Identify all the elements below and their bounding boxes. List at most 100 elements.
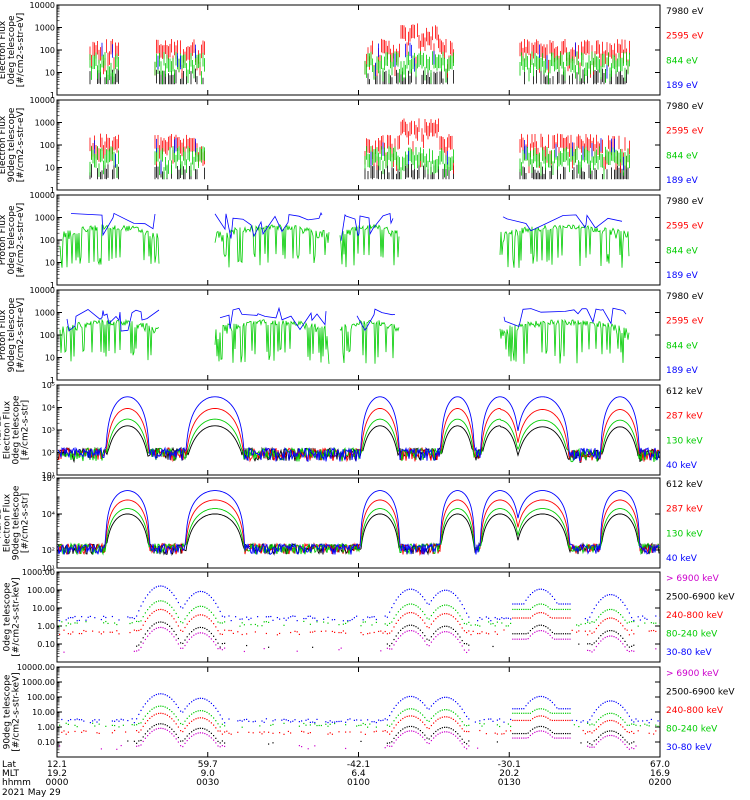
- flux-point: [250, 623, 252, 626]
- flux-point: [457, 703, 459, 705]
- flux-point: [516, 603, 518, 605]
- flux-point: [360, 719, 362, 721]
- flux-point: [547, 732, 549, 734]
- flux-point: [604, 713, 606, 716]
- flux-point: [595, 709, 597, 711]
- flux-point: [224, 722, 226, 724]
- flux-point: [639, 725, 641, 727]
- flux-point: [393, 626, 395, 628]
- flux-point: [195, 633, 197, 635]
- flux-point: [199, 710, 201, 712]
- flux-point: [127, 616, 129, 618]
- flux-point: [606, 609, 608, 611]
- flux-point: [538, 708, 540, 710]
- flux-point: [221, 649, 223, 651]
- flux-point: [430, 641, 432, 643]
- flux-point: [430, 705, 432, 707]
- flux-point: [224, 642, 226, 644]
- flux-point: [65, 722, 67, 724]
- flux-point: [320, 724, 322, 727]
- flux-point: [283, 624, 285, 626]
- flux-point: [166, 729, 168, 731]
- flux-point: [186, 735, 188, 737]
- flux-point: [620, 734, 622, 736]
- flux-point: [133, 650, 135, 652]
- flux-point: [598, 706, 600, 708]
- flux-point: [182, 622, 184, 624]
- x-row-label: Lat: [2, 760, 17, 770]
- flux-point: [257, 625, 259, 627]
- flux-point: [177, 625, 179, 627]
- flux-point: [461, 728, 463, 730]
- flux-point: [105, 725, 107, 727]
- flux-point: [160, 727, 162, 729]
- flux-point: [334, 722, 336, 725]
- flux-point: [437, 607, 439, 609]
- x-tick-label-hhmm: 0130: [498, 778, 521, 788]
- flux-point: [140, 739, 142, 742]
- flux-point: [633, 633, 635, 635]
- flux-point: [426, 742, 428, 744]
- flux-point: [450, 627, 452, 629]
- flux-point: [204, 717, 206, 720]
- flux-point: [380, 720, 382, 722]
- flux-point: [562, 719, 564, 722]
- flux-point: [558, 638, 560, 640]
- flux-point: [461, 627, 463, 629]
- flux-point: [560, 737, 562, 739]
- flux-point: [459, 636, 461, 638]
- flux-point: [426, 707, 428, 709]
- flux-point: [602, 611, 604, 614]
- flux-point: [529, 593, 531, 596]
- flux-point: [525, 719, 527, 722]
- flux-point: [265, 632, 267, 635]
- flux-point: [338, 731, 340, 733]
- flux-point: [433, 702, 435, 705]
- flux-point: [593, 621, 595, 623]
- flux-point: [140, 620, 142, 622]
- flux-point: [202, 732, 204, 734]
- flux-point: [298, 721, 300, 723]
- flux-point: [562, 708, 564, 710]
- flux-point: [142, 601, 144, 603]
- y-tick-label: 10: [45, 164, 55, 173]
- flux-point: [237, 631, 239, 633]
- flux-point: [204, 728, 206, 730]
- flux-point: [437, 616, 439, 618]
- flux-point: [182, 711, 184, 713]
- flux-point: [463, 724, 465, 726]
- flux-point: [628, 715, 630, 717]
- flux-point: [158, 621, 160, 623]
- flux-point: [316, 619, 318, 622]
- legend-entry: 189 eV: [666, 176, 699, 186]
- flux-point: [633, 644, 635, 646]
- flux-point: [215, 617, 217, 619]
- flux-point: [164, 601, 166, 603]
- flux-point: [116, 630, 118, 632]
- flux-point: [402, 606, 404, 608]
- flux-point: [459, 600, 461, 602]
- flux-point: [105, 616, 107, 619]
- flux-point: [659, 617, 660, 619]
- flux-point: [560, 603, 562, 605]
- flux-point: [386, 724, 388, 726]
- flux-point: [558, 633, 560, 635]
- flux-point: [153, 694, 155, 697]
- flux-point: [184, 742, 186, 744]
- data-marks: [59, 306, 630, 364]
- flux-point: [584, 618, 586, 620]
- flux-point: [545, 709, 547, 711]
- flux-point: [144, 597, 146, 599]
- flux-point: [650, 718, 652, 721]
- flux-point: [224, 731, 226, 733]
- y-tick-label: 10: [45, 259, 55, 268]
- flux-point: [402, 732, 404, 735]
- flux-point: [268, 616, 270, 618]
- flux-point: [518, 737, 520, 739]
- flux-point: [393, 644, 395, 646]
- flux-point: [514, 708, 516, 710]
- flux-point: [540, 715, 542, 717]
- flux-point: [144, 638, 146, 641]
- flux-point: [210, 715, 212, 717]
- flux-point: [342, 620, 344, 622]
